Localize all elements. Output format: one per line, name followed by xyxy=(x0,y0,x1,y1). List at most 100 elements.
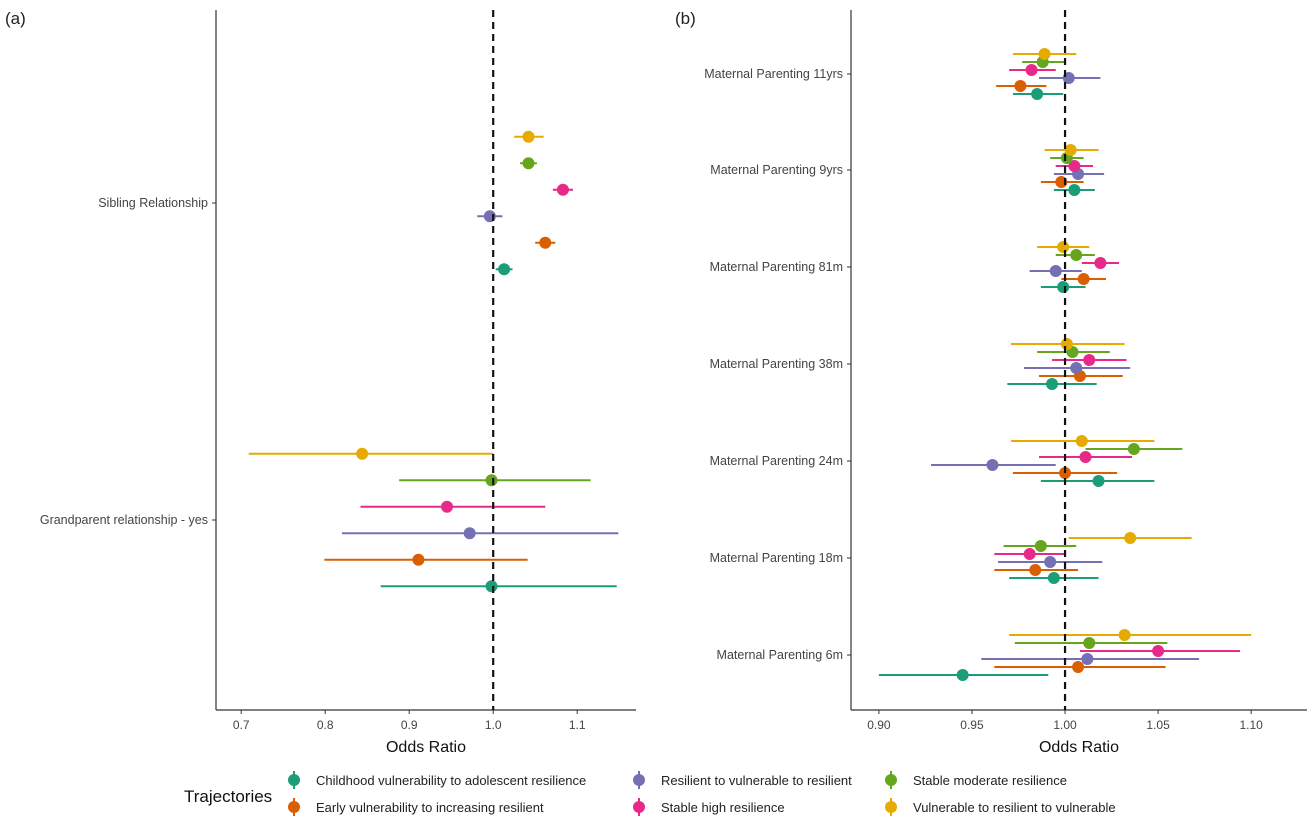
series-group xyxy=(994,64,1240,657)
series-group xyxy=(994,80,1166,673)
data-point xyxy=(1034,540,1047,552)
data-point xyxy=(1118,629,1131,641)
data-point xyxy=(1124,532,1137,544)
data-point xyxy=(522,130,535,143)
series-group xyxy=(1009,48,1252,641)
category-label: Grandparent relationship - yes xyxy=(40,513,208,527)
data-point xyxy=(1094,257,1107,269)
data-point xyxy=(1127,443,1140,455)
legend-label: Resilient to vulnerable to resilient xyxy=(661,773,852,788)
series-group xyxy=(248,130,544,460)
data-point xyxy=(356,447,369,460)
legend-item: Vulnerable to resilient to vulnerable xyxy=(885,798,1116,816)
x-axis-title: Odds Ratio xyxy=(1039,739,1119,756)
category-label: Sibling Relationship xyxy=(98,196,208,210)
panel-label: (a) xyxy=(5,9,26,28)
legend-key-point xyxy=(288,801,300,813)
data-point xyxy=(1029,564,1042,576)
legend-key-point xyxy=(288,774,300,786)
legend: Trajectories Childhood vulnerability to a… xyxy=(184,771,1116,816)
category-label: Maternal Parenting 18m xyxy=(710,551,843,565)
data-point xyxy=(1070,362,1083,374)
data-point xyxy=(1014,80,1027,92)
category-label: Maternal Parenting 81m xyxy=(710,260,843,274)
series-group xyxy=(1003,56,1183,649)
series-group xyxy=(380,263,617,593)
panel-label: (b) xyxy=(675,9,696,28)
legend-key-point xyxy=(633,774,645,786)
x-tick-label: 1.1 xyxy=(569,718,586,732)
x-tick-label: 0.90 xyxy=(867,718,891,732)
panel-b-chart: (b) 0.90 0.95 1.00 1.05 1.10 Odds Ratio Materna… xyxy=(675,9,1307,756)
data-point xyxy=(1038,48,1051,60)
x-tick-label: 0.7 xyxy=(233,718,250,732)
data-point xyxy=(498,263,511,276)
data-point xyxy=(1068,184,1081,196)
category-label: Maternal Parenting 6m xyxy=(717,648,843,662)
data-point xyxy=(1060,338,1073,350)
panel-a-chart: (a) 0.7 0.8 0.9 1.0 1.1 Odds Ratio Sibling Rela… xyxy=(5,9,636,756)
legend-item: Stable high resilience xyxy=(633,798,785,816)
category-label: Maternal Parenting 9yrs xyxy=(710,163,843,177)
data-point xyxy=(522,157,535,170)
legend-label: Vulnerable to resilient to vulnerable xyxy=(913,800,1116,815)
x-tick-label: 1.05 xyxy=(1146,718,1170,732)
series-group xyxy=(878,88,1155,681)
category-label: Maternal Parenting 24m xyxy=(710,454,843,468)
x-tick-label: 1.00 xyxy=(1053,718,1077,732)
legend-label: Stable moderate resilience xyxy=(913,773,1067,788)
x-tick-label: 1.0 xyxy=(485,718,502,732)
data-point xyxy=(1057,241,1070,253)
data-point xyxy=(1046,378,1059,390)
data-point xyxy=(556,183,569,196)
data-point xyxy=(1049,265,1062,277)
data-point xyxy=(1057,281,1070,293)
data-point xyxy=(1081,653,1094,665)
data-point xyxy=(1047,572,1060,584)
legend-key-point xyxy=(885,774,897,786)
data-point xyxy=(1083,354,1096,366)
legend-key-point xyxy=(633,801,645,813)
legend-key-point xyxy=(885,801,897,813)
data-point xyxy=(1023,548,1036,560)
data-point xyxy=(1092,475,1105,487)
data-point xyxy=(1064,144,1077,156)
x-axis-title: Odds Ratio xyxy=(386,739,466,756)
x-tick-label: 0.9 xyxy=(401,718,418,732)
series-group xyxy=(342,210,619,540)
x-tick-label: 0.95 xyxy=(960,718,984,732)
legend-label: Childhood vulnerability to adolescent re… xyxy=(316,773,586,788)
series-group xyxy=(324,236,556,566)
category-label: Maternal Parenting 38m xyxy=(710,357,843,371)
series-group xyxy=(399,157,591,487)
data-point xyxy=(485,580,498,593)
data-point xyxy=(463,527,476,540)
x-tick-label: 1.10 xyxy=(1239,718,1263,732)
series-group xyxy=(360,183,573,513)
data-point xyxy=(1079,451,1092,463)
legend-item: Stable moderate resilience xyxy=(885,771,1067,789)
legend-title: Trajectories xyxy=(184,787,272,806)
data-point xyxy=(1031,88,1044,100)
data-point xyxy=(412,553,425,566)
x-tick-label: 0.8 xyxy=(317,718,334,732)
legend-item: Childhood vulnerability to adolescent re… xyxy=(288,771,586,789)
data-point xyxy=(1083,637,1096,649)
data-point xyxy=(1075,435,1088,447)
data-point xyxy=(1152,645,1165,657)
legend-item: Resilient to vulnerable to resilient xyxy=(633,771,852,789)
data-point xyxy=(485,474,498,487)
data-point xyxy=(441,500,453,513)
legend-item: Early vulnerability to increasing resili… xyxy=(288,798,544,816)
legend-label: Stable high resilience xyxy=(661,800,785,815)
legend-label: Early vulnerability to increasing resili… xyxy=(316,800,544,815)
data-point xyxy=(1044,556,1057,568)
data-point xyxy=(1070,249,1083,261)
data-point xyxy=(956,669,969,681)
data-point xyxy=(986,459,999,471)
data-point xyxy=(1025,64,1038,76)
data-point xyxy=(1077,273,1090,285)
category-label: Maternal Parenting 11yrs xyxy=(704,67,843,81)
data-point xyxy=(1068,160,1081,172)
